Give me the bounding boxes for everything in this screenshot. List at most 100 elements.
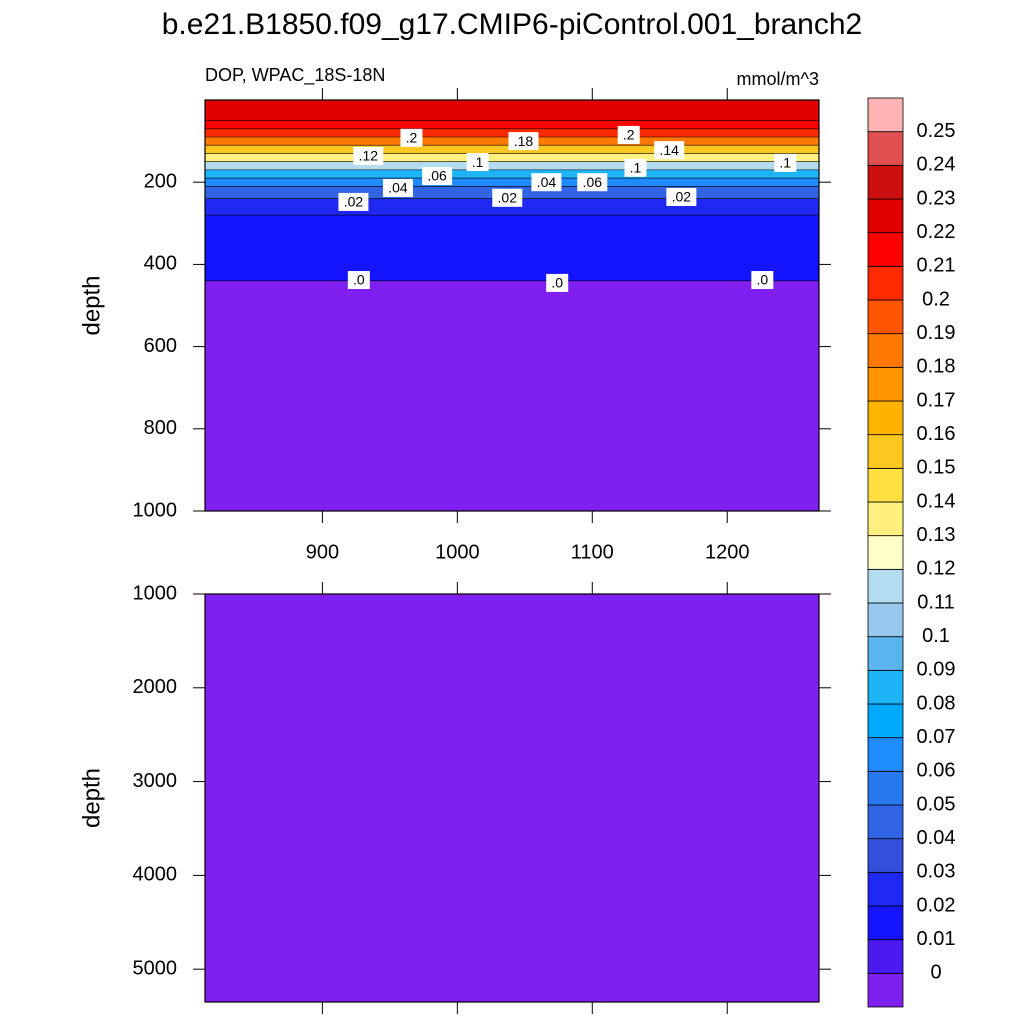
contour-label-box: [546, 273, 569, 292]
y-tick-label: 1000: [133, 499, 178, 521]
contour-label: .1: [466, 153, 489, 172]
colorbar-box: [867, 333, 904, 368]
colorbar-box: [867, 871, 904, 907]
colorbar-label: 0.09: [917, 659, 956, 681]
contour-label: .12: [353, 146, 384, 165]
x-tick-label: 1200: [705, 541, 750, 563]
colorbar-box: [867, 838, 904, 873]
contour-label: .02: [492, 188, 523, 207]
contour-label: .18: [508, 132, 539, 151]
y-tick-label: 600: [144, 335, 177, 357]
colorbar-box: [867, 568, 904, 604]
contour-band: [205, 594, 819, 1002]
plot-frame: [204, 593, 820, 1003]
colorbar-box: [867, 400, 904, 436]
y-tick-label: 200: [144, 170, 177, 192]
colorbar-box: [867, 232, 904, 267]
colorbar-box: [867, 636, 904, 671]
contour-label: .1: [774, 153, 797, 172]
contour-label-box: [508, 132, 539, 151]
y-axis-label: depth: [78, 275, 105, 335]
contour-label-text: .1: [779, 155, 791, 171]
contour-label-text: .02: [498, 190, 518, 206]
contour-label-text: .06: [427, 168, 447, 184]
contour-label-text: .0: [551, 275, 563, 291]
colorbar-box: [867, 535, 904, 570]
contour-label: .0: [347, 271, 370, 290]
x-tick-label: 900: [306, 541, 339, 563]
colorbar-box: [867, 131, 904, 166]
contour-label-text: .2: [623, 127, 635, 143]
contour-band: [205, 153, 819, 162]
colorbar-box: [867, 939, 904, 974]
colorbar-box: [867, 97, 904, 133]
contour-label: .04: [382, 178, 413, 197]
colorbar-label: 0.04: [917, 827, 956, 849]
contour-band: [205, 100, 819, 121]
contour-label-text: .02: [344, 194, 364, 210]
contour-label: .2: [617, 125, 640, 144]
colorbar-label: 0.17: [917, 389, 956, 411]
colorbar-box: [867, 972, 904, 1008]
colorbar-label: 0.15: [917, 457, 956, 479]
contour-band: [205, 120, 819, 129]
contour-band: [205, 280, 819, 511]
colorbar-box: [867, 434, 904, 469]
left-string: DOP, WPAC_18S-18N: [205, 65, 385, 86]
colorbar-label: 0.22: [917, 221, 956, 243]
colorbar-label: 0: [930, 962, 941, 984]
contour-label-text: .18: [514, 133, 534, 149]
contour-label-box: [492, 188, 523, 207]
colorbar-box: [867, 467, 904, 503]
contour-label-text: .02: [672, 189, 692, 205]
contour-label-box: [466, 153, 489, 172]
contour-band: [205, 161, 819, 170]
colorbar-label: 0.13: [917, 524, 956, 546]
colorbar-box: [867, 770, 904, 806]
colorbar-box: [867, 164, 904, 200]
colorbar-label: 0.2: [922, 288, 950, 310]
colorbar-box: [867, 737, 904, 772]
contour-label-box: [338, 192, 369, 211]
contour-label-text: .1: [630, 160, 642, 176]
colorbar-label: 0.21: [917, 255, 956, 277]
contour-label-box: [400, 128, 423, 147]
contour-label-box: [382, 178, 413, 197]
y-tick-label: 3000: [133, 770, 178, 792]
colorbar-box: [867, 198, 904, 234]
colorbar-label: 0.01: [917, 928, 956, 950]
contour-label: .14: [654, 141, 685, 160]
colorbar-label: 0.25: [917, 120, 956, 142]
colorbar-label: 0.02: [917, 894, 956, 916]
colorbar-label: 0.24: [917, 154, 956, 176]
units-string: mmol/m^3: [737, 69, 819, 89]
contour-label: .1: [624, 158, 647, 177]
y-tick-label: 4000: [133, 864, 178, 886]
contour-label-text: .14: [659, 142, 679, 158]
contour-label: .0: [751, 271, 774, 290]
contour-label: .02: [666, 187, 697, 206]
contour-label-box: [774, 153, 797, 172]
contour-label: .04: [531, 173, 562, 192]
colorbar-box: [867, 265, 904, 301]
colorbar-label: 0.03: [917, 861, 956, 883]
contour-label-box: [751, 271, 774, 290]
colorbar-box: [867, 602, 904, 638]
contour-label-text: .12: [359, 148, 379, 164]
colorbar-box: [867, 366, 904, 402]
colorbar-label: 0.18: [917, 356, 956, 378]
x-tick-label: 1100: [571, 541, 614, 563]
colorbar-box: [867, 299, 904, 335]
contour-label-box: [353, 146, 384, 165]
y-tick-label: 2000: [133, 676, 178, 698]
contour-label-text: .04: [537, 174, 557, 190]
colorbar-label: 0.11: [917, 591, 954, 613]
contour-label-box: [654, 141, 685, 160]
contour-band: [205, 169, 819, 179]
contour-label: .06: [422, 167, 453, 186]
contour-label-text: .0: [353, 272, 365, 288]
colorbar-label: 0.1: [922, 625, 950, 647]
colorbar-box: [867, 905, 904, 941]
contour-label-box: [666, 187, 697, 206]
